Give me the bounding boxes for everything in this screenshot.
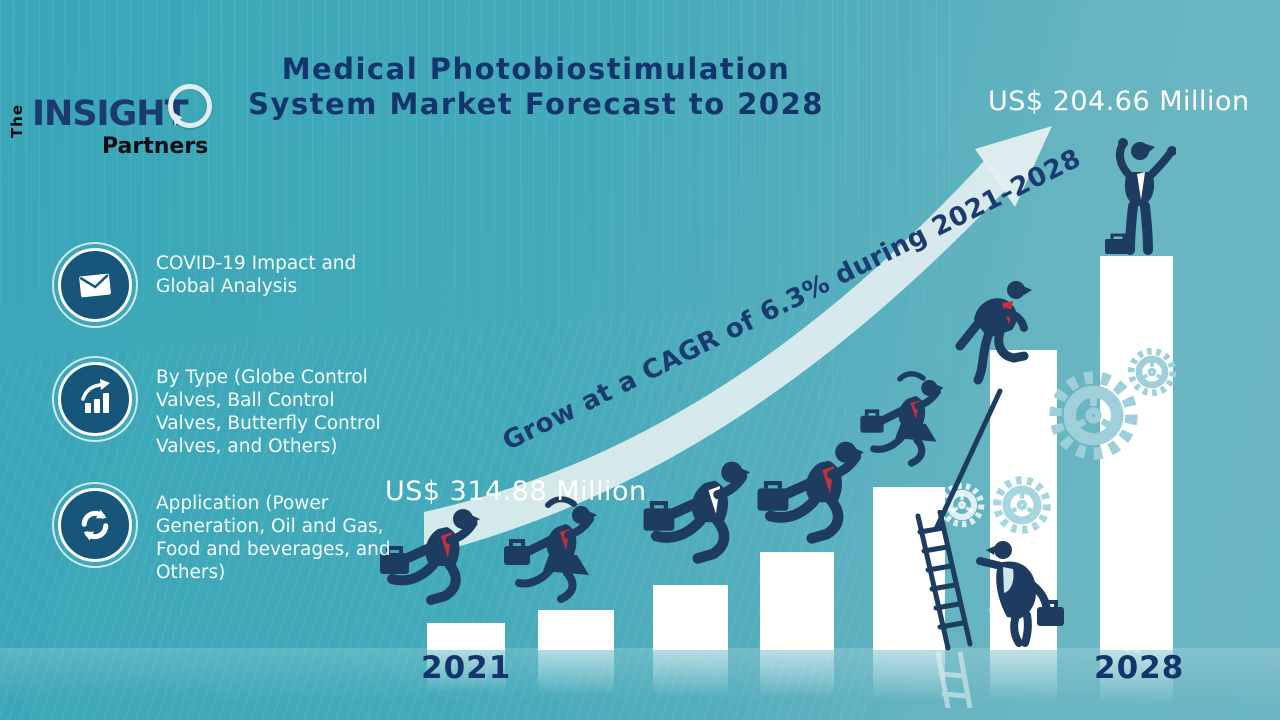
businessman-climbing-icon [940,268,1060,388]
bar-reflection [427,650,505,692]
background-pinstripes [0,0,960,490]
bar-reflection [653,650,728,696]
bar-chart-icon [52,356,138,442]
ladder-reflection [935,652,973,708]
bar-2021 [427,623,505,650]
sync-arrows-icon [52,482,138,568]
ladder [915,510,973,651]
list-item: By Type (Globe Control Valves, Ball Cont… [52,356,398,458]
bullet-text: Application (Power Generation, Oil and G… [156,493,391,583]
year-end-label: 2028 [1094,650,1185,686]
bar-reflection [873,650,945,700]
title-line-1: Medical Photobiostimulation [281,52,791,86]
bar-reflection [990,650,1057,702]
bar-reflection [538,650,614,694]
bullet-text: By Type (Globe Control Valves, Ball Cont… [156,367,381,457]
climbing-pole [933,388,1003,532]
value-2028: US$ 204.66 Million [988,86,1250,117]
envelope-icon [52,242,138,328]
bar-3 [653,585,728,650]
list-item: Application (Power Generation, Oil and G… [52,482,398,584]
bar-2 [538,610,614,650]
businessman-holding-ladder-icon [975,533,1080,648]
bar-reflection [1100,650,1173,704]
gear-icon [1126,346,1178,398]
logo-word-partners: Partners [102,134,209,159]
list-item: COVID-19 Impact and Global Analysis [52,242,398,328]
title-line-2: System Market Forecast to 2028 [248,87,824,121]
company-logo: The INSIGHT Partners [8,40,218,159]
logo-word-the: The [8,103,27,139]
bullet-text: COVID-19 Impact and Global Analysis [156,253,357,297]
floor-reflection-band [0,648,1280,720]
bar-reflection [760,650,834,698]
value-2021: US$ 314.88 Million [385,476,647,507]
briefcase-icon [1105,233,1131,254]
magnifier-icon [168,84,212,128]
bar-4 [760,552,834,650]
logo-word-insight: INSIGHT [32,94,188,134]
businesswoman-runner-icon [495,495,645,620]
gear-icon [1105,595,1165,655]
year-start-label: 2021 [421,650,512,686]
page-title: Medical Photobiostimulation System Marke… [212,52,860,122]
